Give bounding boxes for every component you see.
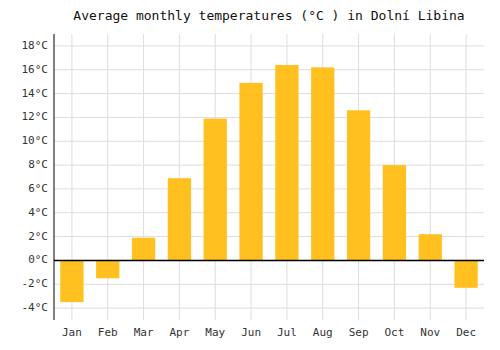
- bar: [96, 260, 119, 278]
- bar: [239, 83, 262, 261]
- y-tick-label: 4°C: [28, 206, 48, 219]
- axes: -4°C -2°C 0°C 2°C 4°C 6°C 8°C 10°C 12°C 14°C 16°C 1…: [22, 39, 477, 339]
- title: Average monthly temperatures (°C ) in Do…: [73, 8, 464, 23]
- grid: [54, 34, 484, 320]
- y-tick-label: 12°C: [22, 110, 49, 123]
- grid-line-y: [54, 141, 484, 142]
- chart: -4°C -2°C 0°C 2°C 4°C 6°C 8°C 10°C 12°C 14°C 16°C 1…: [0, 0, 500, 350]
- bar: [383, 165, 406, 260]
- bar: [347, 110, 370, 260]
- bar: [60, 260, 83, 302]
- y-tick-label: 2°C: [28, 230, 48, 243]
- bar: [419, 234, 442, 260]
- x-tick-label: Mar: [134, 326, 154, 339]
- x-tick-label: Nov: [420, 326, 440, 339]
- x-tick-label: Dec: [456, 326, 476, 339]
- grid-line-y: [54, 260, 484, 261]
- grid-line-x: [143, 34, 144, 320]
- bar: [454, 260, 477, 287]
- grid-line-y: [54, 188, 484, 189]
- grid-line-y: [54, 308, 484, 309]
- bar: [311, 67, 334, 260]
- y-tick-label: 18°C: [22, 39, 49, 52]
- y-tick-label: -4°C: [22, 301, 49, 314]
- x-tick-label: Sep: [349, 326, 369, 339]
- grid-line-y: [54, 165, 484, 166]
- y-tick-label: 6°C: [28, 182, 48, 195]
- grid-line-x: [179, 34, 180, 320]
- y-axis-line: [54, 34, 55, 320]
- zero-line: [54, 260, 484, 262]
- bar: [275, 65, 298, 260]
- x-tick-label: Aug: [313, 326, 333, 339]
- bar: [168, 178, 191, 260]
- grid-line-y: [54, 284, 484, 285]
- x-tick-label: Feb: [98, 326, 118, 339]
- y-tick-label: -2°C: [22, 277, 49, 290]
- x-tick-label: Jun: [241, 326, 261, 339]
- grid-line-y: [54, 93, 484, 94]
- x-tick-label: Apr: [169, 326, 189, 339]
- x-tick-label: Jan: [62, 326, 82, 339]
- bar: [132, 238, 155, 261]
- grid-line-y: [54, 212, 484, 213]
- grid-line-x: [430, 34, 431, 320]
- grid-line-y: [54, 45, 484, 46]
- y-tick-label: 16°C: [22, 63, 49, 76]
- x-tick-label: Oct: [384, 326, 404, 339]
- y-tick-label: 0°C: [28, 253, 48, 266]
- y-tick-label: 10°C: [22, 134, 49, 147]
- grid-line-y: [54, 117, 484, 118]
- x-tick-label: Jul: [277, 326, 297, 339]
- x-tick-label: May: [205, 326, 225, 339]
- grid-line-y: [54, 69, 484, 70]
- bar: [204, 119, 227, 261]
- bars: [60, 65, 477, 302]
- y-tick-label: 14°C: [22, 87, 49, 100]
- y-tick-label: 8°C: [28, 158, 48, 171]
